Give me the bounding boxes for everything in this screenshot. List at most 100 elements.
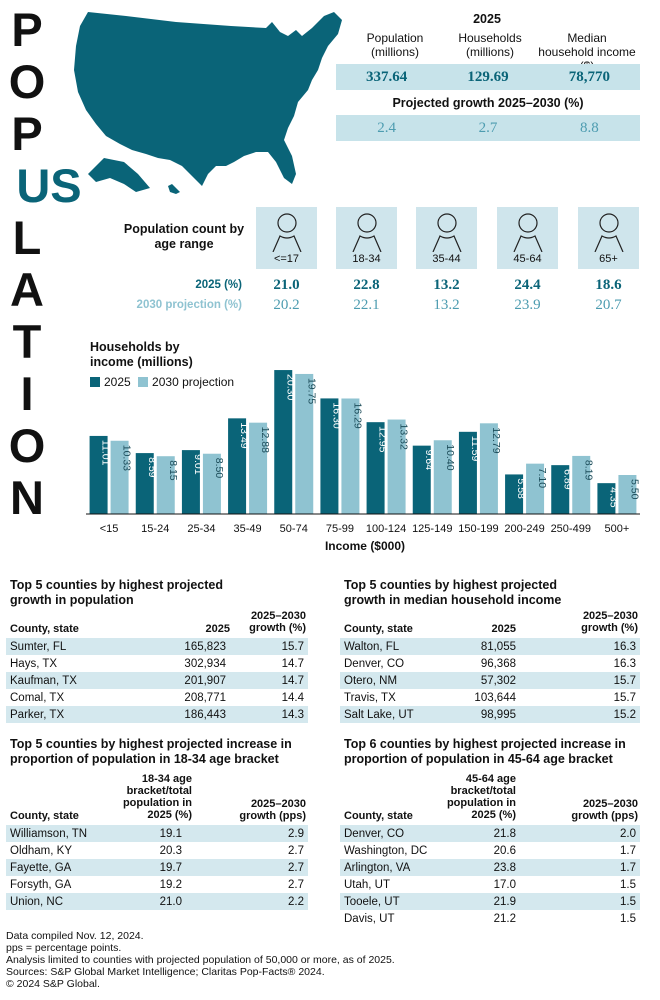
bar-data-label: 4.35 [607, 487, 619, 508]
table-row: Walton, FL 81,055 16.3 [340, 638, 640, 655]
vertical-title: P O P U S L A T I O N [4, 3, 82, 524]
x-tick-label: 25-34 [187, 523, 215, 535]
bar-2025 [597, 483, 616, 514]
bar-data-label: 8.50 [213, 458, 225, 479]
table-row: Arlington, VA 23.8 1.7 [340, 859, 640, 876]
bar-2025 [89, 435, 108, 514]
table-row: Otero, NM 57,302 15.7 [340, 672, 640, 689]
stats-growth-band: 2.4 2.7 8.8 [336, 115, 640, 141]
bar-data-label: 5.58 [515, 478, 527, 499]
bar-2030 [202, 453, 221, 514]
bar-2030 [479, 423, 498, 514]
age-2030-value: 13.2 [433, 297, 460, 313]
bar-2025 [412, 445, 431, 514]
person-icon [513, 213, 543, 252]
stat-value: 129.69 [467, 69, 509, 85]
table-row: Hays, TX 302,934 14.7 [10, 657, 304, 670]
footer-line: pps = percentage points. [6, 942, 122, 954]
growth-title: Projected growth 2025–2030 (%) [392, 96, 584, 110]
footer-line: Data compiled Nov. 12, 2024. [6, 930, 144, 942]
x-tick-label: 35-49 [234, 523, 262, 535]
age-2030-value: 20.2 [273, 297, 300, 313]
x-tick-label: 15-24 [141, 523, 169, 535]
age-2025-value: 24.4 [514, 277, 541, 293]
us-map-icon [74, 12, 342, 194]
chart-xlabel: Income ($000) [324, 539, 406, 553]
table-title-age-18-34: Top 5 counties by highest projected incr… [10, 737, 292, 766]
bar-data-label: 12.95 [377, 426, 389, 452]
table-row: Tooele, UT 21.9 1.5 [340, 893, 640, 910]
table-row: Union, NC 21.0 2.2 [6, 893, 308, 910]
bar-2030 [249, 422, 268, 514]
table-row: Davis, UT 21.2 1.5 [344, 912, 636, 925]
table-title-income-growth: Top 5 counties by highest projected grow… [344, 578, 562, 607]
legend-label-2030: 2030 projection [152, 375, 235, 389]
growth-value: 2.4 [377, 120, 397, 136]
person-icon [352, 213, 382, 252]
person-icon [432, 213, 462, 252]
bar-data-label: 5.50 [628, 479, 640, 500]
bar-data-label: 11.01 [100, 440, 112, 466]
bar-2025 [551, 465, 570, 514]
table-title-age-45-64: Top 6 counties by highest projected incr… [344, 737, 626, 766]
bar-data-label: 16.30 [330, 402, 342, 428]
table-row: Denver, CO 96,368 16.3 [344, 657, 636, 670]
bar-data-label: 12.79 [490, 427, 502, 453]
age-2025-value: 18.6 [595, 277, 622, 293]
bar-data-label: 6.89 [561, 469, 573, 490]
bar-2030 [618, 475, 637, 514]
age-2025-value: 13.2 [433, 277, 460, 293]
age-2030-value: 22.1 [353, 297, 380, 313]
age-2030-value: 23.9 [514, 297, 541, 313]
title-letter: S [50, 159, 82, 212]
age-2030-value: 20.7 [595, 297, 622, 313]
title-letter: L [12, 211, 42, 264]
bar-2025 [181, 450, 200, 514]
table-row: Travis, TX 103,644 15.7 [344, 691, 636, 704]
bar-2025 [320, 398, 339, 514]
bar-2030 [572, 455, 591, 514]
x-tick-label: 100-124 [366, 523, 406, 535]
x-tick-label: <15 [100, 523, 119, 535]
person-icon [594, 213, 624, 252]
bar-2030 [156, 456, 175, 514]
bar-data-label: 16.29 [351, 402, 363, 428]
col-header: County, state [10, 623, 79, 635]
age-range-label: 45-64 [513, 253, 542, 265]
footer-line: Analysis limited to counties with projec… [6, 954, 395, 966]
bar-2025 [274, 370, 293, 514]
bar-data-label: 13.32 [398, 424, 410, 450]
age-card: 45-64 [497, 207, 558, 269]
bar-data-label: 20.30 [284, 374, 296, 400]
stat-header-households: Households (millions) [458, 31, 522, 59]
footer-notes: Data compiled Nov. 12, 2024. pps = perce… [6, 930, 395, 990]
table-row: Utah, UT 17.0 1.5 [344, 878, 636, 891]
bar-data-label: 13.49 [238, 422, 250, 448]
col-header: 2025–2030 growth (pps) [571, 798, 638, 822]
title-letter: T [12, 315, 42, 368]
x-tick-label: 75-99 [326, 523, 354, 535]
bar-2025 [505, 474, 524, 514]
table-row: Oldham, KY 20.3 2.7 [10, 844, 304, 857]
stat-value: 337.64 [366, 69, 408, 85]
col-header: 2025–2030 growth (pps) [239, 798, 306, 822]
table-row: Washington, DC 20.6 1.7 [344, 844, 636, 857]
bar-data-label: 10.33 [121, 445, 133, 471]
col-header: County, state [10, 810, 79, 822]
age-range-label: 65+ [599, 253, 618, 265]
bar-2030 [110, 440, 129, 514]
age-title: Population count by age range [123, 222, 245, 251]
bar-data-label: 12.88 [259, 427, 271, 453]
title-letter: P [11, 3, 43, 56]
table-row: Fayette, GA 19.7 2.7 [6, 859, 308, 876]
bar-data-label: 7.10 [536, 468, 548, 489]
col-header: County, state [344, 623, 413, 635]
bar-data-label: 8.19 [582, 460, 594, 481]
bar-2030 [295, 373, 314, 514]
title-letter: O [8, 55, 46, 108]
age-card: 35-44 [416, 207, 477, 269]
title-letter: O [8, 419, 46, 472]
chart-legend: 2025 2030 projection [90, 375, 234, 389]
x-tick-label: 200-249 [504, 523, 544, 535]
legend-label-2025: 2025 [104, 375, 131, 389]
